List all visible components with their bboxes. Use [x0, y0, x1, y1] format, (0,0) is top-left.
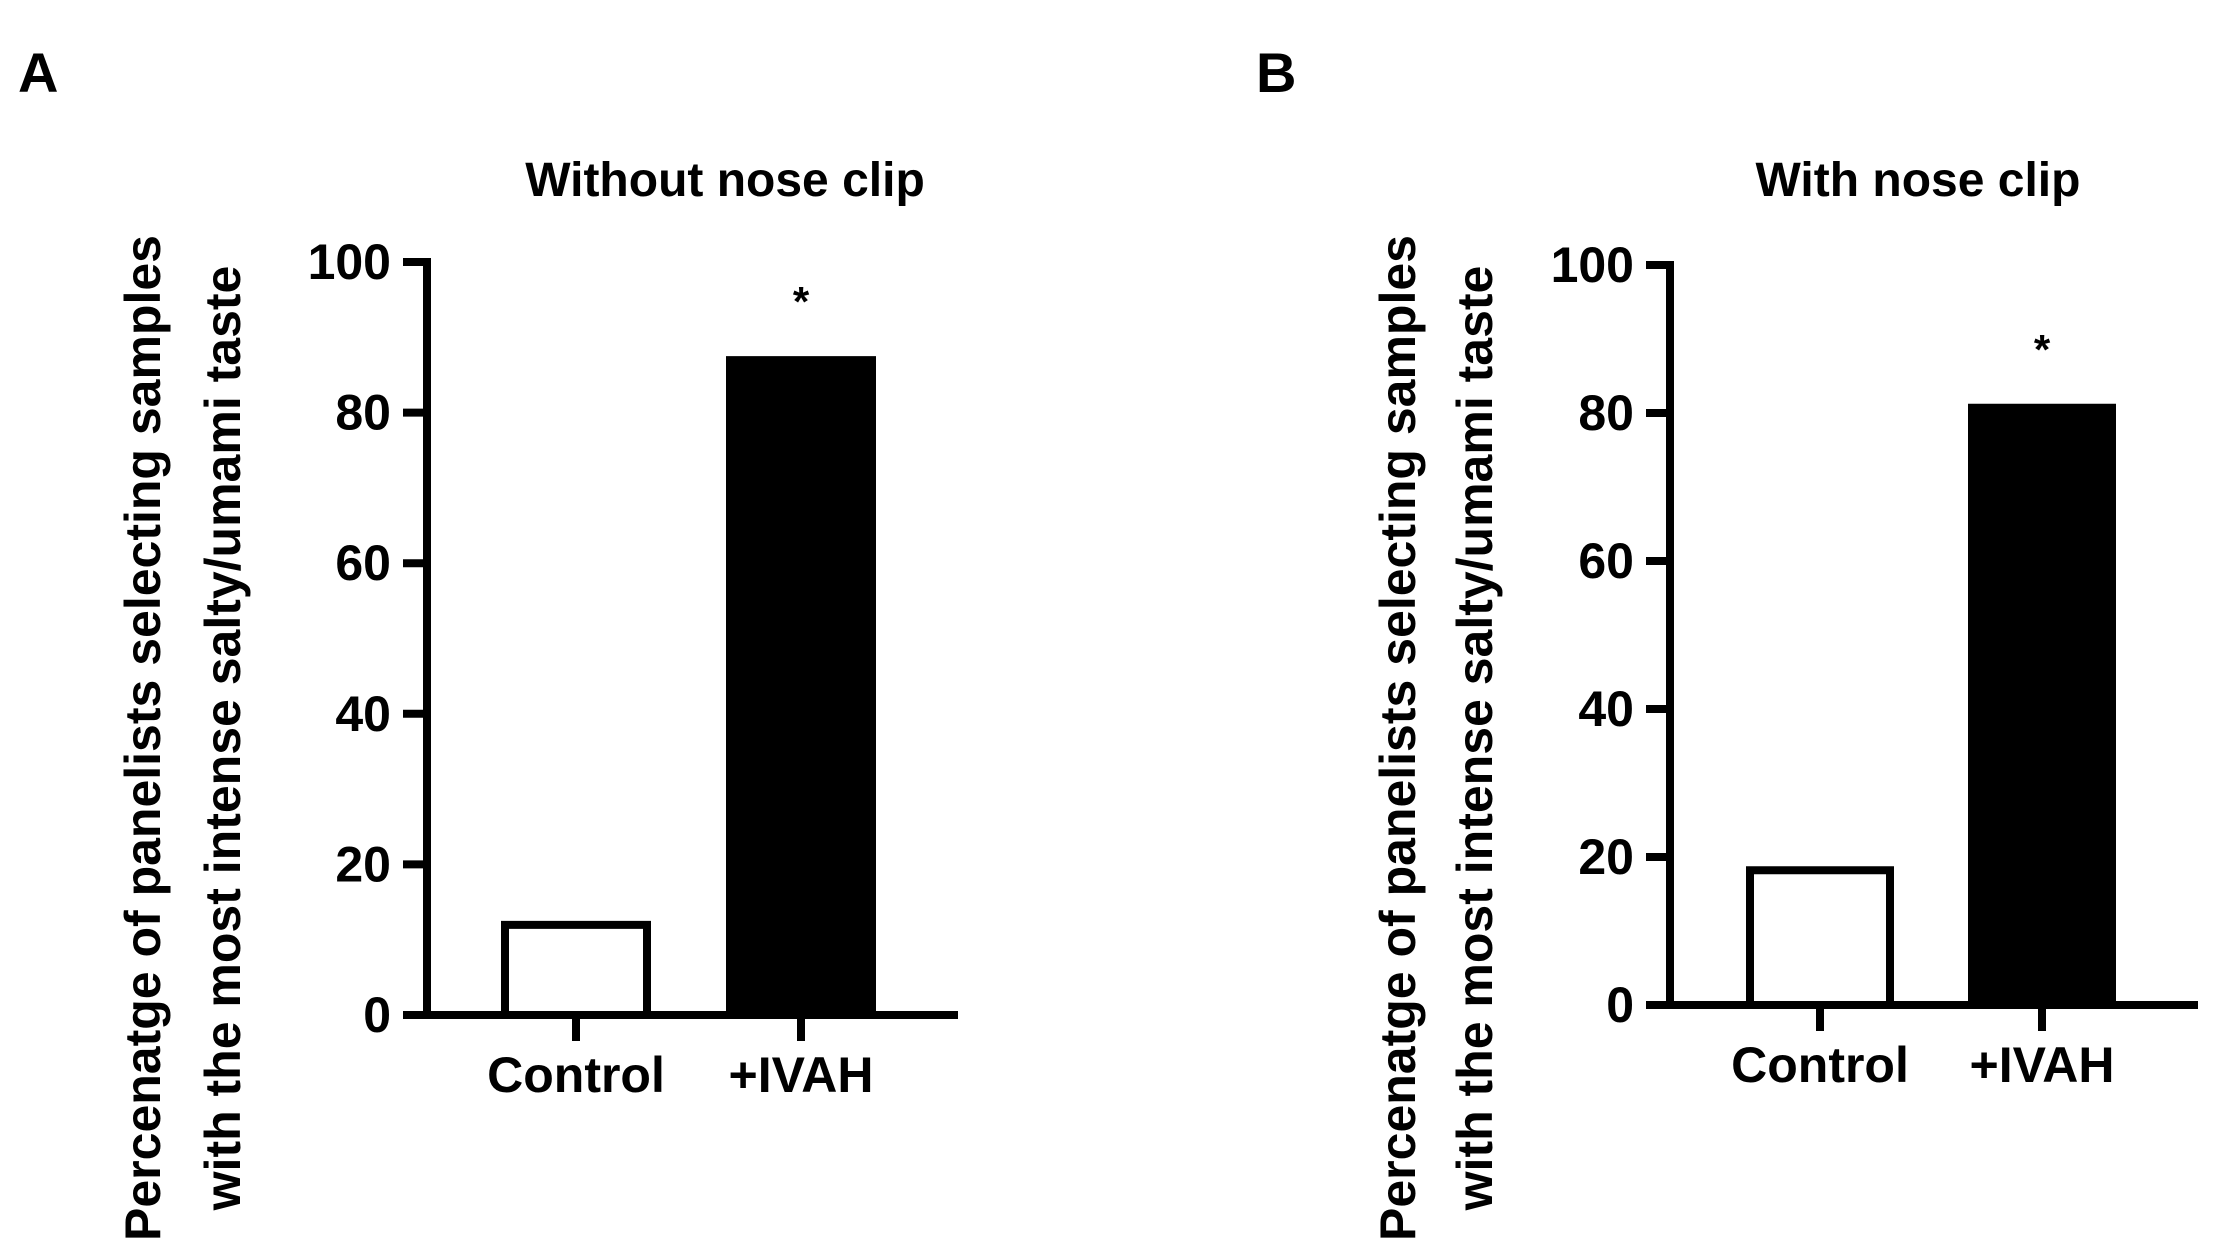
panel-a-annotation-2: * — [793, 278, 810, 325]
panel-a-bar-2 — [726, 356, 876, 1019]
panel-a-category-label-1: Control — [487, 1047, 665, 1103]
panel-a-ytick-label-100: 100 — [308, 234, 391, 290]
panel-b-ylabel-line-1: Percenatge of panelists selecting sample… — [1370, 235, 1426, 1241]
panel-a-ylabel-line-2: with the most intense salty/umami taste — [195, 266, 251, 1212]
panel-a-ytick-label-20: 20 — [335, 836, 391, 892]
panel-a-plot: Control * +IVAH 0 20 40 60 80 100 — [308, 234, 958, 1103]
panel-a-ytick-label-60: 60 — [335, 535, 391, 591]
panel-b-ytick-label-0: 0 — [1606, 977, 1634, 1033]
panel-a: A Without nose clip Percenatge of paneli… — [18, 41, 958, 1241]
panel-b: B With nose clip Percenatge of panelists… — [1256, 41, 2198, 1241]
panel-b-ytick-label-20: 20 — [1578, 829, 1634, 885]
panel-a-ylabel-line-1: Percenatge of panelists selecting sample… — [115, 235, 171, 1241]
panel-b-title: With nose clip — [1756, 154, 2081, 207]
panel-b-bar-1 — [1746, 866, 1894, 1009]
panel-b-ytick-label-100: 100 — [1551, 237, 1634, 293]
panel-b-ylabel-line-2: with the most intense salty/umami taste — [1447, 266, 1503, 1212]
panel-b-category-label-1: Control — [1731, 1037, 1909, 1093]
panel-b-ytick-label-60: 60 — [1578, 533, 1634, 589]
panel-a-bar-1 — [501, 920, 651, 1019]
panel-b-category-label-2: +IVAH — [1970, 1037, 2115, 1093]
panel-b-ytick-label-80: 80 — [1578, 385, 1634, 441]
panel-a-ytick-label-40: 40 — [335, 686, 391, 742]
panel-b-ytick-label-40: 40 — [1578, 681, 1634, 737]
panel-a-label: A — [18, 41, 58, 104]
panel-b-annotation-2: * — [2034, 326, 2051, 373]
panel-a-ytick-label-80: 80 — [335, 385, 391, 441]
panel-b-plot: Control * +IVAH 0 20 40 60 80 100 — [1551, 237, 2198, 1093]
panel-a-ytick-label-0: 0 — [363, 987, 391, 1043]
panel-a-category-label-2: +IVAH — [729, 1047, 874, 1103]
panel-a-title: Without nose clip — [525, 154, 925, 207]
panel-b-bar-2 — [1968, 403, 2116, 1009]
panel-b-label: B — [1256, 41, 1296, 104]
